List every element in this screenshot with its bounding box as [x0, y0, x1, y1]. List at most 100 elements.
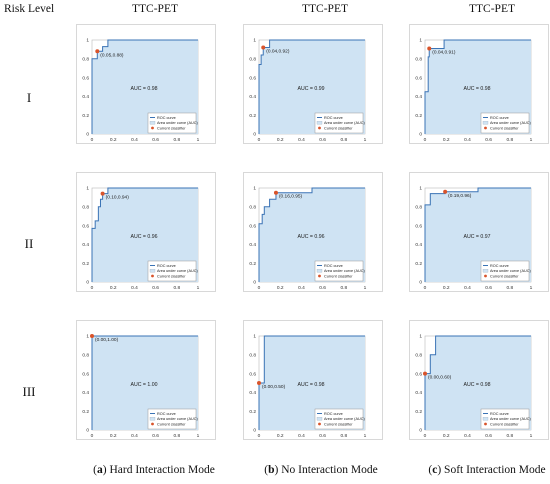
caption-a-letter: a	[97, 464, 103, 476]
column-title-1: TTC-PET	[132, 3, 178, 15]
x-tick-label: 0.4	[131, 433, 138, 439]
x-tick-label: 1	[530, 433, 533, 439]
caption-c-text: ) Soft Interaction Mode	[437, 464, 546, 476]
x-tick-label: 0.6	[319, 285, 326, 291]
point-label: (0.05,0.88)	[100, 52, 124, 58]
y-tick-label: 0	[86, 132, 89, 138]
x-tick-label: 0	[91, 285, 94, 291]
legend-point-swatch	[151, 274, 154, 278]
auc-area	[92, 336, 198, 430]
roc-curve	[258, 187, 365, 282]
roc-curve	[258, 39, 365, 134]
legend-point-swatch	[484, 126, 487, 130]
auc-area	[92, 188, 198, 282]
roc-panel-iii-a: 0 0.2 0.4 0.6 0.8 1 0 0.2 0.4 0.6 0.8 1 AUC = 1.00 (0…	[76, 320, 216, 440]
y-tick-label: 0.4	[249, 242, 256, 248]
y-tick-label: 0.2	[249, 113, 256, 119]
legend-area-label: Area under curve (AUC)	[157, 121, 198, 125]
x-tick-label: 0.4	[298, 285, 305, 291]
auc-label: AUC = 0.97	[464, 234, 491, 240]
y-tick-label: 0.8	[415, 205, 422, 211]
roc-panel-ii-a: 0 0.2 0.4 0.6 0.8 1 0 0.2 0.4 0.6 0.8 1 AUC = 0.96 (0…	[76, 172, 216, 292]
x-tick-label: 0.2	[277, 285, 284, 291]
y-tick-label: 0.8	[249, 205, 256, 211]
y-tick-label: 0	[419, 280, 422, 286]
legend-box	[480, 408, 530, 430]
y-tick-label: 1	[253, 38, 256, 44]
y-tick-label: 0.6	[415, 223, 422, 229]
roc-curve	[258, 335, 365, 430]
y-tick-label: 0	[86, 280, 89, 286]
y-tick-label: 0.2	[249, 261, 256, 267]
y-tick-label: 0.4	[249, 390, 256, 396]
x-tick-label: 0.6	[485, 433, 492, 439]
y-tick-label: 0	[253, 280, 256, 286]
column-title-2: TTC-PET	[302, 3, 348, 15]
legend-point-swatch	[318, 422, 321, 426]
roc-curve	[91, 187, 198, 282]
legend-point-label: Current classifier	[490, 126, 519, 130]
legend-area-swatch	[149, 269, 156, 273]
x-tick-label: 0	[258, 433, 261, 439]
point-label: (0.10,0.94)	[106, 195, 130, 201]
x-tick-label: 0.8	[506, 285, 513, 291]
x-tick-label: 0	[424, 285, 427, 291]
y-tick-label: 0.2	[415, 113, 422, 119]
auc-area	[425, 40, 531, 134]
current-classifier-point	[427, 46, 432, 51]
y-tick-label: 0	[419, 428, 422, 434]
x-tick-label: 0.6	[319, 137, 326, 143]
legend-box	[147, 112, 197, 134]
caption-c-letter: c	[432, 464, 438, 476]
legend-area-label: Area under curve (AUC)	[324, 417, 365, 421]
x-tick-label: 0	[91, 433, 94, 439]
x-tick-label: 0.2	[443, 285, 450, 291]
auc-area	[259, 40, 365, 134]
point-label: (0.19,0.96)	[448, 193, 472, 199]
current-classifier-point	[90, 334, 94, 338]
legend-roc-label: ROC curve	[324, 412, 343, 416]
legend-point-swatch	[318, 274, 321, 278]
caption-a: (a) Hard Interaction Mode	[93, 464, 215, 476]
row-label-iii: III	[22, 384, 36, 399]
legend-point-label: Current classifier	[490, 422, 519, 426]
x-tick-label: 0.4	[298, 137, 305, 143]
point-label: (0.00,1.00)	[95, 337, 119, 343]
y-tick-label: 0	[86, 428, 89, 434]
x-tick-label: 1	[530, 137, 533, 143]
point-label: (0.04,0.92)	[266, 49, 290, 55]
roc-panel-i-c: 0 0.2 0.4 0.6 0.8 1 0 0.2 0.4 0.6 0.8 1 AUC = 0.98 (0…	[409, 24, 549, 144]
x-tick-label: 0.2	[277, 433, 284, 439]
y-tick-label: 0.4	[415, 242, 422, 248]
legend-roc-label: ROC curve	[157, 412, 176, 416]
y-tick-label: 0	[253, 428, 256, 434]
legend-box	[147, 260, 197, 282]
x-tick-label: 1	[197, 137, 200, 143]
x-tick-label: 1	[197, 433, 200, 439]
legend-roc-label: ROC curve	[324, 116, 343, 120]
legend-area-swatch	[482, 269, 489, 273]
legend-area-label: Area under curve (AUC)	[324, 269, 365, 273]
y-tick-label: 0.8	[82, 353, 89, 359]
legend-area-label: Area under curve (AUC)	[157, 417, 198, 421]
caption-b-text: ) No Interaction Mode	[274, 464, 378, 476]
legend-box	[314, 112, 364, 134]
x-tick-label: 0.2	[443, 433, 450, 439]
y-tick-label: 0.2	[249, 409, 256, 415]
y-tick-label: 0.2	[82, 409, 89, 415]
current-classifier-point	[273, 190, 278, 195]
roc-curve	[91, 39, 198, 134]
x-tick-label: 0.4	[298, 433, 305, 439]
legend-roc-label: ROC curve	[157, 116, 176, 120]
legend-point-label: Current classifier	[157, 422, 186, 426]
point-label: (0.04,0.91)	[432, 49, 456, 55]
legend-area-label: Area under curve (AUC)	[490, 269, 531, 273]
roc-curve	[424, 39, 531, 134]
x-tick-label: 0.4	[464, 433, 471, 439]
y-tick-label: 0.4	[415, 390, 422, 396]
current-classifier-point	[423, 371, 427, 376]
auc-label: AUC = 0.96	[131, 234, 158, 240]
legend-area-swatch	[149, 121, 156, 125]
legend-area-swatch	[316, 417, 323, 421]
auc-label: AUC = 0.98	[464, 86, 491, 92]
